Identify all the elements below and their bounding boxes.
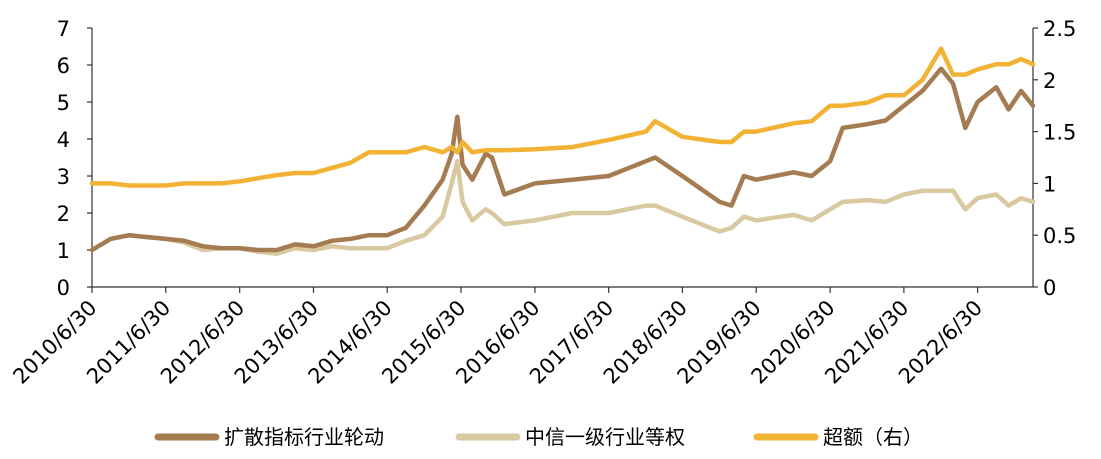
right-tick-label: 2.5 xyxy=(1043,17,1076,41)
legend-label: 扩散指标行业轮动 xyxy=(224,425,384,449)
left-tick-label: 7 xyxy=(57,17,70,41)
right-tick-label: 1.5 xyxy=(1043,121,1076,145)
left-tick-label: 2 xyxy=(57,202,70,226)
series-line-2 xyxy=(89,46,1036,188)
series-lines xyxy=(89,46,1036,256)
legend: 扩散指标行业轮动 中信一级行业等权 超额（右） xyxy=(154,425,923,449)
right-tick-label: 0.5 xyxy=(1043,224,1076,248)
legend-label: 超额（右） xyxy=(823,425,923,449)
series-line-0 xyxy=(89,66,1036,253)
left-tick-label: 3 xyxy=(57,165,70,189)
right-tick-label: 1 xyxy=(1043,172,1056,196)
left-tick-label: 5 xyxy=(57,91,70,115)
x-axis: 2010/6/302011/6/302012/6/302013/6/302014… xyxy=(8,287,987,389)
legend-label: 中信一级行业等权 xyxy=(525,425,685,449)
right-y-axis: 0 0.5 1 1.5 2 2.5 xyxy=(1033,17,1076,300)
left-tick-label: 4 xyxy=(57,128,70,152)
series-line-1 xyxy=(89,158,1036,256)
left-tick-label: 6 xyxy=(57,54,70,78)
right-tick-label: 2 xyxy=(1043,69,1056,93)
left-y-axis: 0 1 2 3 4 5 6 7 xyxy=(57,17,92,300)
right-tick-label: 0 xyxy=(1043,276,1056,300)
left-tick-label: 0 xyxy=(57,276,70,300)
plot-axes xyxy=(91,28,1034,288)
left-tick-label: 1 xyxy=(57,239,70,263)
